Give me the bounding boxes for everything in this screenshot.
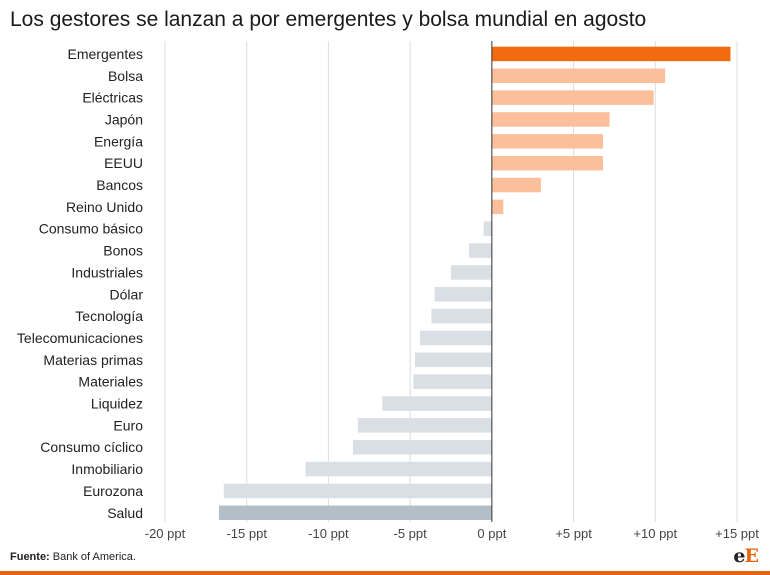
- category-label: Salud: [107, 505, 143, 521]
- bar: [491, 155, 603, 171]
- bar: [415, 352, 492, 368]
- bar: [218, 505, 492, 521]
- category-label: Industriales: [71, 264, 143, 280]
- category-label: Reino Unido: [66, 199, 143, 215]
- bar: [419, 330, 492, 346]
- category-label: Bonos: [103, 243, 143, 259]
- x-tick-label: +5 ppt: [555, 526, 592, 541]
- bar: [491, 177, 541, 193]
- brand-logo: eE: [733, 545, 759, 567]
- bar: [483, 221, 492, 236]
- bar: [491, 90, 654, 105]
- source-text: Bank of America.: [49, 551, 136, 563]
- category-label: Eléctricas: [82, 90, 143, 106]
- x-tick-label: -15 ppt: [226, 526, 267, 541]
- category-label: EEUU: [104, 155, 143, 171]
- bar: [382, 396, 492, 411]
- category-label: Materiales: [78, 374, 143, 390]
- category-label: Emergentes: [68, 46, 143, 62]
- bar: [413, 374, 492, 389]
- category-label: Energía: [94, 133, 143, 149]
- bar-chart: Emergentes Bolsa Eléctricas Japón Energía EEU…: [17, 41, 759, 541]
- x-tick-label: +15 ppt: [715, 526, 759, 541]
- x-tick-label: -5 ppt: [394, 526, 428, 541]
- bar: [491, 134, 603, 149]
- bar: [434, 287, 492, 302]
- chart-title: Los gestores se lanzan a por emergentes …: [10, 8, 647, 31]
- category-label: Inmobiliario: [71, 461, 143, 477]
- source-note: Fuente: Bank of America.: [10, 551, 136, 563]
- x-tick-label: -20 ppt: [145, 526, 186, 541]
- category-label: Japón: [105, 111, 143, 127]
- category-label: Dólar: [110, 286, 144, 302]
- bar: [223, 483, 492, 499]
- x-tick-label: 0 ppt: [477, 526, 506, 541]
- category-label: Bolsa: [108, 68, 143, 84]
- category-label: Consumo básico: [39, 221, 143, 237]
- x-tick-label: -10 ppt: [308, 526, 349, 541]
- bar: [305, 461, 492, 477]
- bar: [352, 439, 492, 455]
- category-label: Telecomunicaciones: [17, 330, 143, 346]
- bottom-rule: [0, 571, 770, 575]
- bar: [491, 68, 666, 84]
- bar: [468, 243, 492, 258]
- bar: [491, 46, 731, 62]
- bar: [491, 199, 504, 215]
- category-label: Materias primas: [43, 352, 143, 368]
- x-tick-label: +10 ppt: [633, 526, 677, 541]
- bar: [491, 112, 610, 127]
- bar: [357, 418, 492, 433]
- category-label: Consumo cíclico: [40, 439, 143, 455]
- bar: [451, 265, 492, 280]
- category-label: Bancos: [96, 177, 143, 193]
- bar: [431, 308, 492, 324]
- category-label: Eurozona: [83, 483, 143, 499]
- source-label: Fuente:: [10, 551, 50, 563]
- category-label: Euro: [113, 417, 143, 433]
- category-label: Liquidez: [91, 396, 143, 412]
- category-label: Tecnología: [75, 308, 143, 324]
